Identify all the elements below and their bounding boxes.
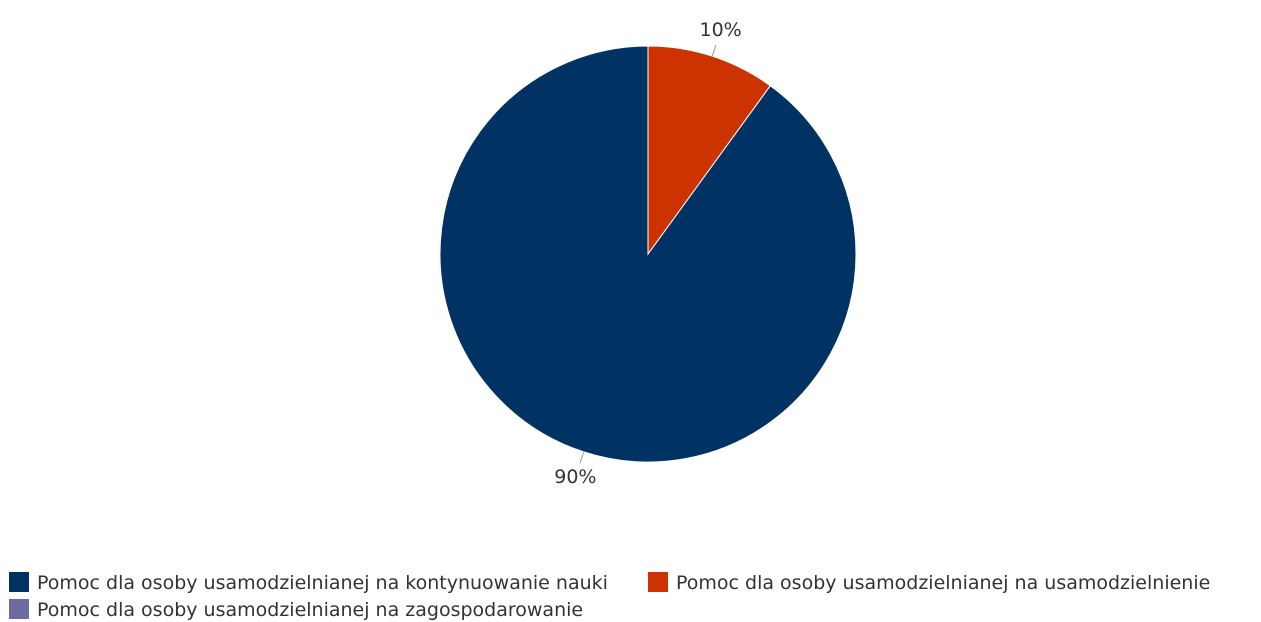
label-connector-1 [579,451,585,464]
legend-label-3: Pomoc dla osoby usamodzielnianej na zago… [37,599,583,621]
legend-label-2: Pomoc dla osoby usamodzielnianej na usam… [676,572,1210,594]
legend-swatch-2 [648,572,668,592]
legend-item-3[interactable]: Pomoc dla osoby usamodzielnianej na zago… [9,599,583,621]
label-connector-2 [711,44,717,57]
pie-slice-2[interactable] [647,45,771,256]
legend-item-1[interactable]: Pomoc dla osoby usamodzielnianej na kont… [9,572,608,594]
data-label-1: 90% [554,466,596,488]
data-labels: 90% 10% [554,19,741,488]
data-label-2: 10% [700,19,742,41]
label-connectors [579,44,717,464]
legend-label-1: Pomoc dla osoby usamodzielnianej na kont… [37,572,608,594]
pie-slices [439,45,857,463]
legend-item-2[interactable]: Pomoc dla osoby usamodzielnianej na usam… [648,572,1210,594]
legend-swatch-3 [9,599,29,619]
legend: Pomoc dla osoby usamodzielnianej na kont… [9,572,1210,621]
legend-swatch-1 [9,572,29,592]
